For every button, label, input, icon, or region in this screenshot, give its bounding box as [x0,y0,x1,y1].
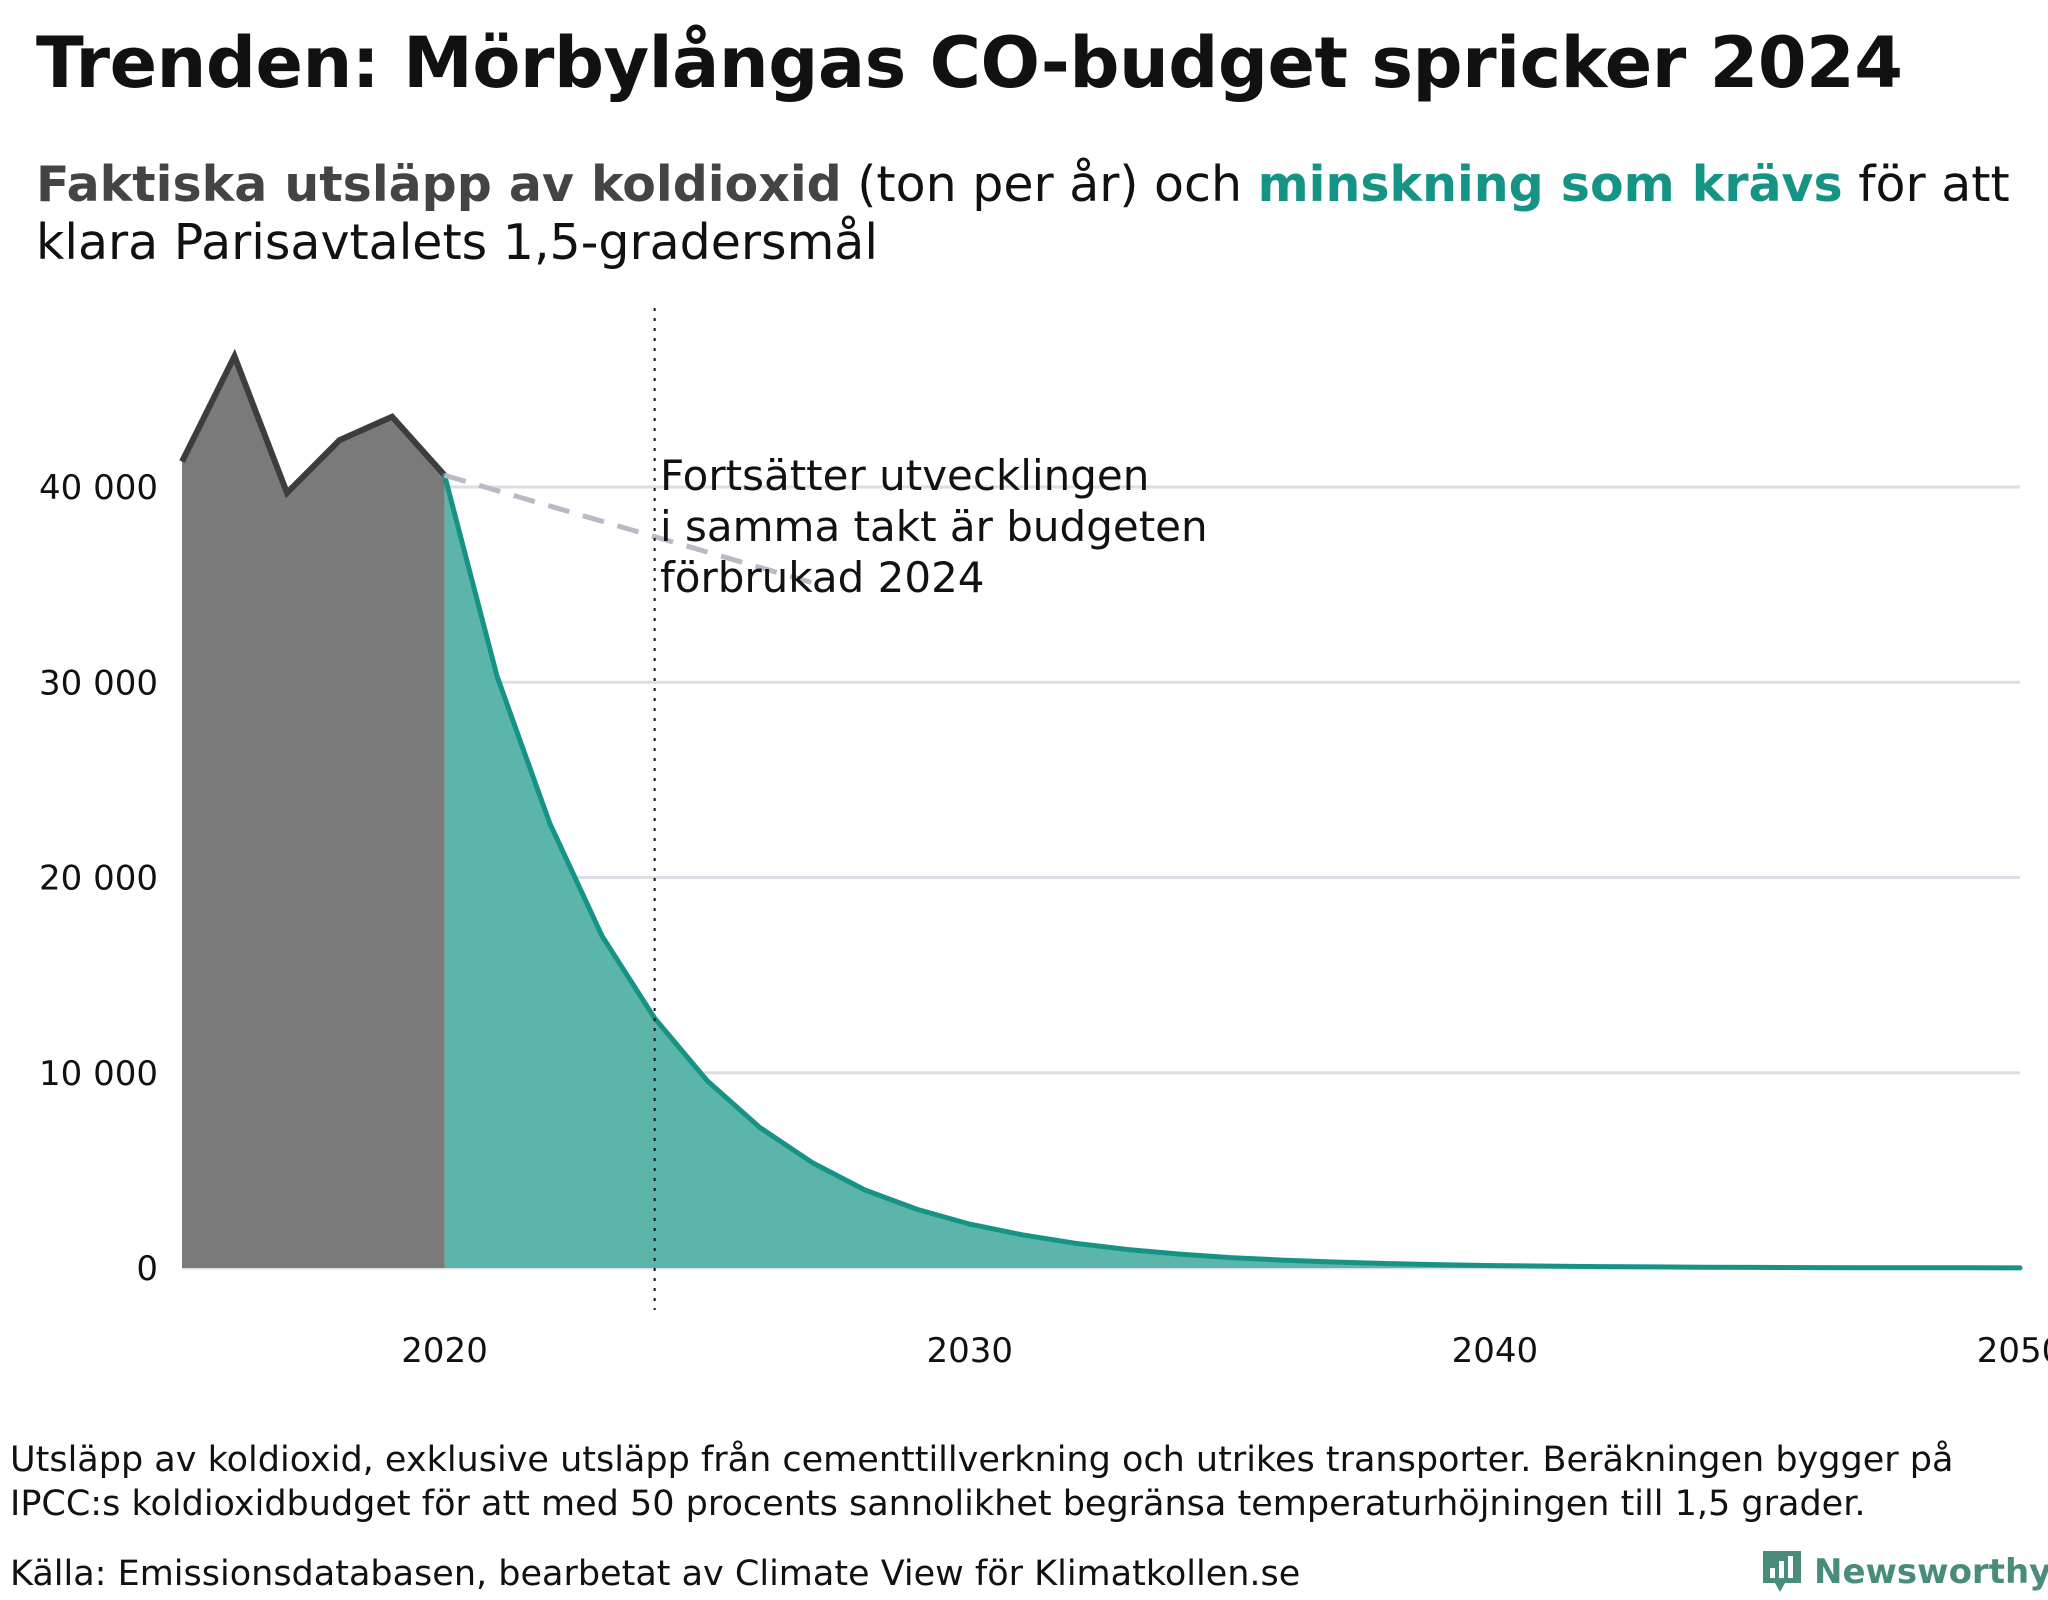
annotation-line-3: förbrukad 2024 [660,553,985,602]
required-reduction-line [442,472,2023,1271]
annotation-line-2: i samma takt är budgeten [660,502,1208,551]
chart-subtitle: Faktiska utsläpp av koldioxid (ton per å… [36,156,2026,272]
actual-emissions-area [182,356,445,1268]
actual-emissions-line [179,348,447,499]
subtitle-goal-text: för att klara Parisavtalets 1,5-gradersm… [36,156,2010,271]
subtitle-actual-emissions: Faktiska utsläpp av koldioxid [36,156,842,213]
x-axis-labels: 2020 2030 2040 2050 [401,1331,2048,1371]
x-tick-label: 2050 [1977,1331,2048,1371]
subtitle-unit-text: (ton per år) och [841,156,1258,213]
x-tick-label: 2030 [926,1331,1013,1371]
x-tick-label: 2040 [1452,1331,1539,1371]
bar-chart-speech-icon [1763,1551,1801,1592]
y-tick-label: 20 000 [39,859,158,899]
y-tick-label: 40 000 [39,468,158,508]
footnote: Utsläpp av koldioxid, exklusive utsläpp … [10,1440,1954,1524]
source-text: Källa: Emissionsdatabasen, bearbetat av … [10,1554,1301,1594]
subtitle-required-reduction: minskning som krävs [1257,156,1843,213]
x-tick-label: 2020 [401,1331,488,1371]
y-tick-label: 0 [136,1249,158,1289]
y-axis-labels: 0 10 000 20 000 30 000 40 000 [39,468,158,1289]
y-tick-label: 10 000 [39,1054,158,1094]
brand-name: Newsworthy [1814,1552,2048,1592]
chart-title: Trenden: Mörbylångas CO-budget spricker … [36,22,1903,104]
annotation-line-1: Fortsätter utvecklingen [660,451,1149,500]
chart-areas [182,356,2021,1268]
chart-lines [179,348,2023,1271]
annotation-text: Fortsätter utvecklingen i samma takt är … [660,451,1221,602]
y-tick-label: 30 000 [39,663,158,703]
newsworthy-logo: Newsworthy [1760,1548,2048,1596]
required-reduction-area [444,475,2021,1268]
trend-dashed-line [443,472,813,586]
